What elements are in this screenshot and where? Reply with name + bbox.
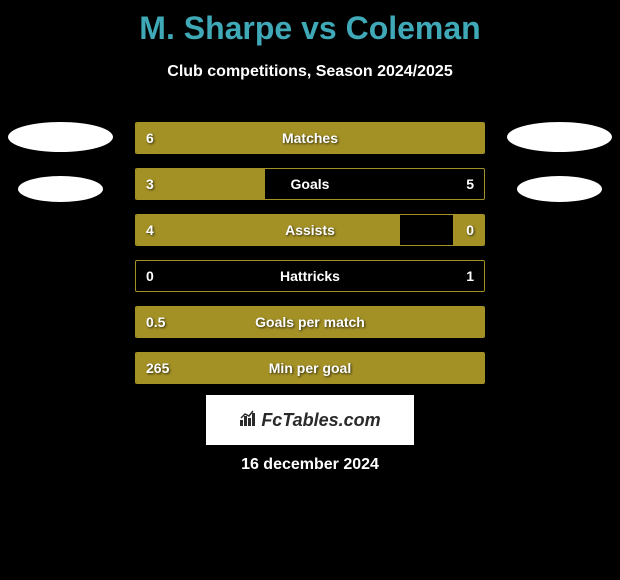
logo-box: FcTables.com xyxy=(206,395,414,445)
bar-value-right: 1 xyxy=(466,268,474,284)
bar-value-left: 6 xyxy=(146,130,154,146)
bar-label: Assists xyxy=(285,222,335,238)
stat-bar-row: 0.5 Goals per match xyxy=(135,306,485,338)
stat-bar-row: 3 5 Goals xyxy=(135,168,485,200)
stat-bar-row: 265 Min per goal xyxy=(135,352,485,384)
stat-bar-row: 6 Matches xyxy=(135,122,485,154)
bar-label: Hattricks xyxy=(280,268,340,284)
bar-value-right: 0 xyxy=(466,222,474,238)
bar-label: Goals xyxy=(291,176,330,192)
bar-value-left: 3 xyxy=(146,176,154,192)
bar-label: Goals per match xyxy=(255,314,365,330)
player-left-avatar-top xyxy=(8,122,113,152)
bar-value-left: 0.5 xyxy=(146,314,165,330)
chart-icon xyxy=(239,409,257,432)
stat-bar-row: 0 1 Hattricks xyxy=(135,260,485,292)
comparison-subtitle: Club competitions, Season 2024/2025 xyxy=(0,63,620,81)
bar-value-left: 265 xyxy=(146,360,169,376)
player-right-avatar-bottom xyxy=(517,176,602,202)
bar-fill-left xyxy=(136,169,265,199)
bar-value-left: 0 xyxy=(146,268,154,284)
bar-label: Min per goal xyxy=(269,360,351,376)
date-text: 16 december 2024 xyxy=(241,456,379,474)
bar-fill-left xyxy=(136,215,400,245)
stat-bar-row: 4 0 Assists xyxy=(135,214,485,246)
bar-value-left: 4 xyxy=(146,222,154,238)
player-right-avatar-top xyxy=(507,122,612,152)
comparison-title: M. Sharpe vs Coleman xyxy=(0,0,620,47)
bar-label: Matches xyxy=(282,130,338,146)
logo-text: FcTables.com xyxy=(239,409,380,432)
bar-value-right: 5 xyxy=(466,176,474,192)
stat-bars-container: 6 Matches 3 5 Goals 4 0 Assists 0 1 Hattricks 0.5 Go… xyxy=(135,122,485,398)
player-left-avatar-bottom xyxy=(18,176,103,202)
logo-label: FcTables.com xyxy=(261,410,380,431)
